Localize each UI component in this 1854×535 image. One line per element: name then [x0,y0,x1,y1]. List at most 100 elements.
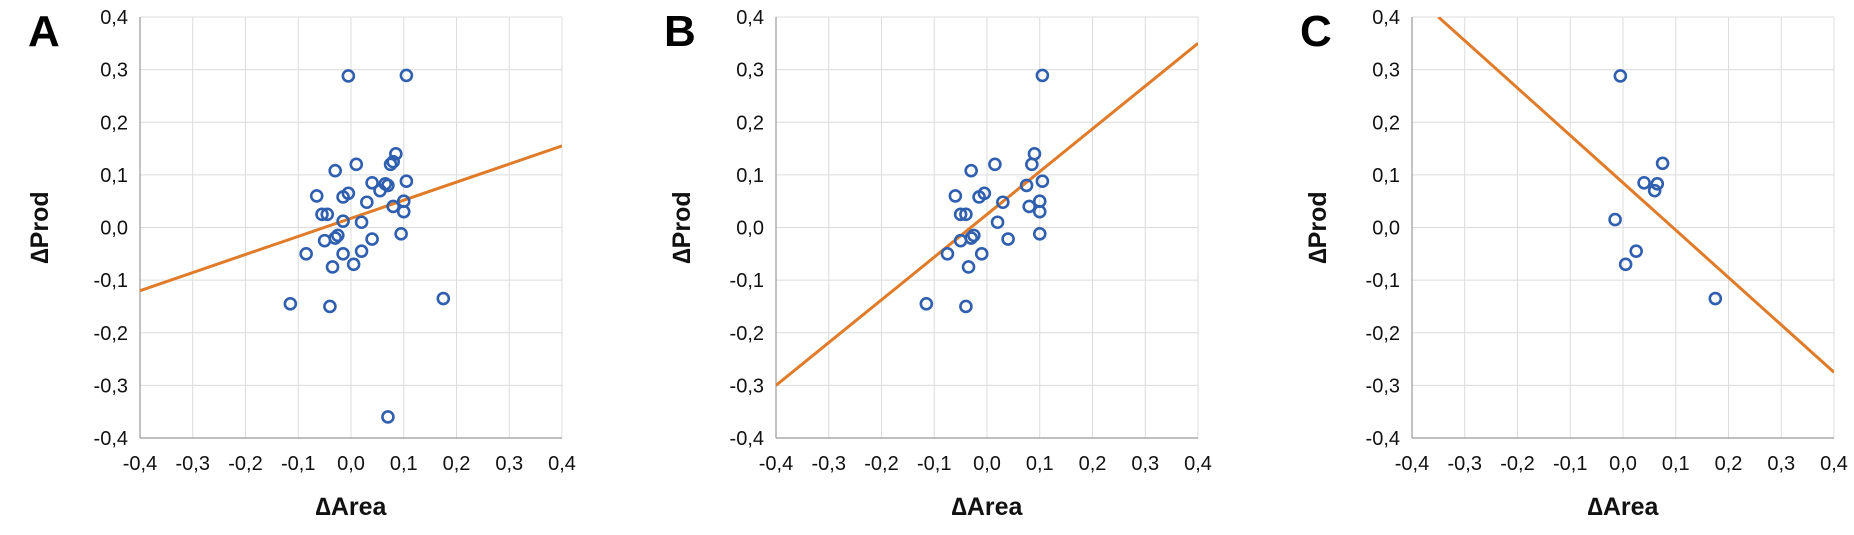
y-tick-label: 0,3 [736,60,764,82]
data-point [360,195,374,210]
data-point [389,147,403,161]
data-point [1608,212,1622,227]
data-point [940,247,955,261]
data-point [309,189,324,203]
x-tick-label: 0,0 [337,453,365,475]
x-tick-label: 0,1 [390,453,418,475]
y-tick-label: -0,2 [1366,323,1400,345]
data-point [399,68,414,83]
x-tick-label: -0,2 [228,453,262,475]
data-point [1022,199,1036,214]
x-tick-label: 0,3 [495,453,523,475]
y-axis-label: ∆Prod [1304,191,1332,263]
x-axis-label: ∆Area [952,493,1024,521]
x-tick-label: -0,3 [812,453,846,475]
data-point [320,207,335,222]
y-tick-label: 0,4 [100,7,128,29]
data-point [386,154,401,169]
data-point [354,215,369,230]
data-point [1613,69,1628,83]
y-axis-label: ∆Prod [668,191,696,263]
data-point [1629,244,1643,258]
data-point [1637,175,1651,190]
y-tick-label: -0,4 [94,428,128,450]
y-tick-label: -0,1 [94,270,128,292]
y-tick-label: -0,2 [730,323,764,345]
y-tick-label: 0,3 [1372,60,1400,82]
data-point [399,174,414,188]
data-point [959,207,973,222]
data-point [328,163,342,178]
x-tick-label: 0,4 [548,453,576,475]
panel-label: C [1300,7,1332,56]
data-point [323,299,337,314]
y-tick-label: -0,3 [1366,375,1400,397]
data-point [1035,68,1050,83]
y-tick-label: -0,4 [730,428,764,450]
y-tick-label: 0,2 [736,112,764,134]
data-point [919,297,934,311]
data-point [953,233,968,248]
trendline [140,144,562,293]
x-tick-label: 0,0 [973,453,1001,475]
x-axis-label: ∆Area [316,493,388,521]
y-tick-label: 0,3 [100,60,128,82]
data-point [1019,178,1034,193]
x-tick-label: 0,4 [1184,453,1212,475]
y-tick-label: 0,2 [1372,112,1400,134]
data-point [974,247,989,261]
y-tick-label: 0,2 [100,112,128,134]
data-point [1001,232,1015,246]
data-point [990,215,1005,230]
x-tick-label: -0,4 [123,453,157,475]
y-tick-label: 0,0 [100,218,128,240]
x-tick-label: 0,3 [1131,453,1159,475]
data-point [1025,157,1039,172]
data-point [336,247,350,261]
data-point [1647,183,1662,198]
data-point [948,189,963,203]
data-point [959,299,973,314]
data-point [988,157,1002,172]
y-tick-label: -0,4 [1366,428,1400,450]
data-point [354,244,369,258]
data-point [964,231,978,245]
y-tick-label: -0,2 [94,323,128,345]
data-point [328,231,342,245]
x-tick-label: -0,4 [759,453,793,475]
x-tick-label: 0,0 [1609,453,1637,475]
x-tick-label: -0,1 [1553,453,1587,475]
y-tick-label: 0,4 [1372,7,1400,29]
y-tick-label: 0,1 [736,165,764,187]
data-point [972,190,986,204]
x-tick-label: -0,1 [917,453,951,475]
data-point [964,163,978,178]
y-tick-label: 0,1 [1372,165,1400,187]
y-tick-label: 0,4 [736,7,764,29]
data-point [365,175,379,190]
data-point [283,297,298,311]
data-point [996,195,1010,210]
data-point [967,228,981,243]
data-point [365,232,379,246]
trendline [776,42,1198,387]
data-point [349,157,364,172]
x-tick-label: -0,2 [864,453,898,475]
trendline [1437,17,1834,374]
data-point [336,214,350,228]
chart-panel-b: -0,4 -0,3 -0,2 -0,1 0,0 0,1 0,2 0,3 0,4-0,4-0,3-… [664,7,1212,521]
x-tick-label: 0,2 [1079,453,1107,475]
x-tick-label: 0,4 [1820,453,1848,475]
y-tick-label: -0,1 [730,270,764,292]
y-axis-label: ∆Prod [26,191,54,263]
y-tick-label: 0,0 [736,218,764,240]
x-tick-label: 0,2 [443,453,471,475]
x-tick-label: 0,2 [1715,453,1743,475]
data-point [331,228,345,243]
x-tick-label: -0,1 [281,453,315,475]
panel-label: A [28,7,60,56]
y-tick-label: -0,3 [730,375,764,397]
data-point [1655,156,1670,171]
data-point [1032,204,1047,219]
